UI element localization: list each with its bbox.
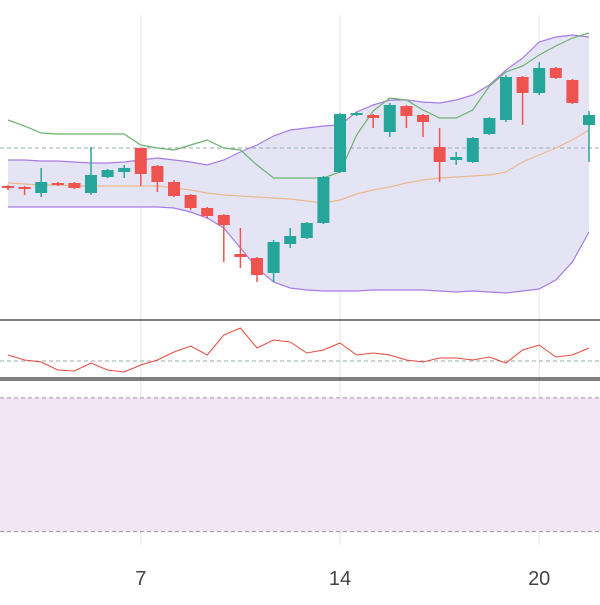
- candle-body: [151, 166, 164, 182]
- line: [7, 327, 590, 373]
- candle-body: [533, 68, 546, 93]
- candle-body: [500, 77, 512, 120]
- candle-body: [234, 254, 247, 257]
- candle-body: [400, 106, 413, 116]
- candle-body: [383, 105, 396, 132]
- candle-body: [466, 138, 479, 162]
- candle-body: [483, 118, 496, 134]
- candle-body: [51, 183, 64, 185]
- band-area: [8, 35, 589, 293]
- x-tick-label: 14: [329, 568, 351, 590]
- candle-body: [367, 115, 380, 118]
- candle-body: [101, 170, 114, 177]
- candle-body: [134, 148, 147, 174]
- candle-body: [317, 177, 330, 223]
- candle-body: [217, 215, 230, 225]
- candle-body: [18, 187, 31, 189]
- candle-body: [2, 186, 14, 188]
- indicator-line: [8, 206, 590, 294]
- candle-body: [334, 114, 346, 172]
- candle-body: [350, 113, 363, 115]
- candle-body: [168, 182, 180, 196]
- x-tick-label: 20: [528, 568, 550, 590]
- candle-body: [284, 236, 297, 244]
- candle-body: [267, 242, 280, 273]
- candle-body: [35, 182, 48, 193]
- indicator-line: [8, 34, 590, 166]
- candle-body: [433, 147, 446, 162]
- candle-body: [300, 223, 313, 238]
- indicator-line: [7, 32, 590, 179]
- band-area: [0, 397, 600, 532]
- candle-body: [549, 68, 562, 78]
- candle-body: [201, 208, 214, 216]
- candle-body: [566, 80, 579, 103]
- candle-body: [450, 157, 463, 160]
- candle-body: [583, 115, 595, 125]
- x-tick-label: 7: [135, 568, 146, 590]
- candle-body: [251, 258, 263, 275]
- indicator-line: [7, 129, 590, 204]
- candle-body: [184, 195, 197, 208]
- candle-body: [516, 77, 529, 93]
- candle-body: [85, 175, 97, 193]
- candle-body: [68, 183, 81, 188]
- candle-body: [417, 115, 429, 122]
- candle-body: [118, 168, 131, 172]
